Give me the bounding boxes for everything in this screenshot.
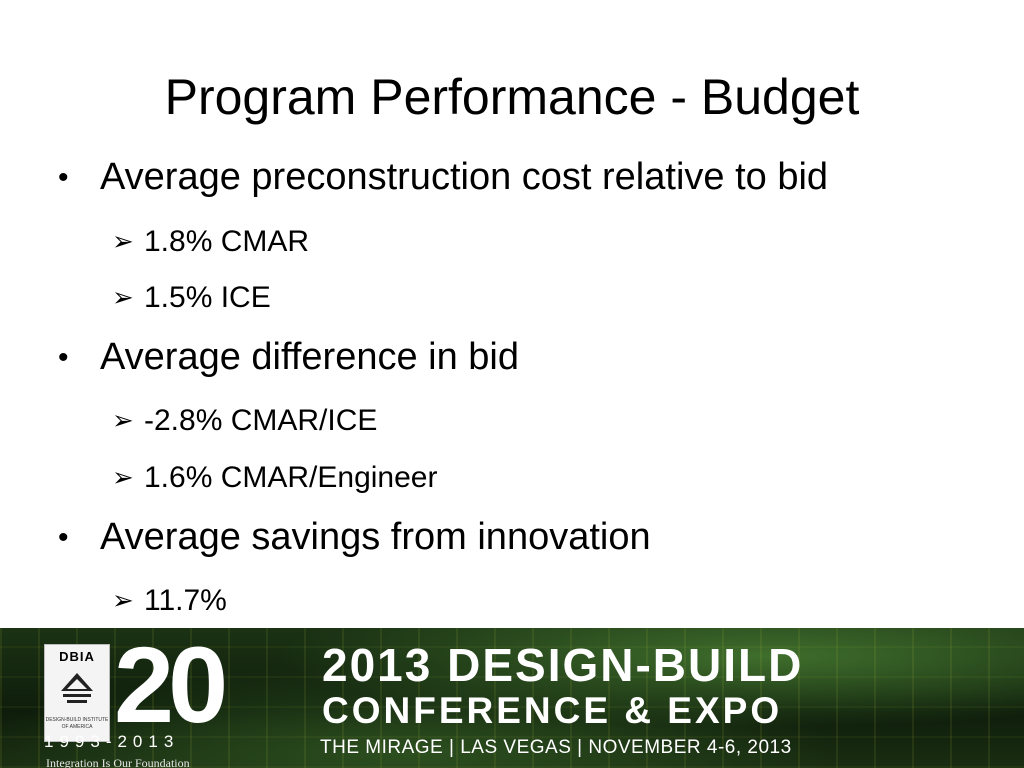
dbia-logo: DBIA DESIGN-BUILD INSTITUTE OF AMERICA [44, 644, 110, 742]
arrow-bullet-icon: ➢ [112, 462, 134, 492]
sub-bullet-text: 11.7% [144, 584, 227, 617]
bullet-icon: • [58, 161, 69, 194]
sub-bullet-text: 1.5% ICE [144, 281, 271, 314]
bullet-icon: • [58, 341, 69, 374]
conference-banner: DBIA DESIGN-BUILD INSTITUTE OF AMERICA 2… [0, 628, 1024, 768]
arrow-bullet-icon: ➢ [112, 405, 134, 435]
anniversary-logo: DBIA DESIGN-BUILD INSTITUTE OF AMERICA 2… [44, 630, 280, 768]
banner-subheadline: CONFERENCE & EXPO [322, 690, 783, 731]
bullet-text: Average savings from innovation [100, 516, 651, 558]
arrow-bullet-icon: ➢ [112, 282, 134, 312]
anniversary-years: 1993-2013 [44, 732, 180, 751]
sub-bullet-item: ➢ -2.8% CMAR/ICE [112, 401, 377, 440]
sub-bullet-item: ➢ 1.6% CMAR/Engineer [112, 458, 437, 497]
bullet-item: • Average difference in bid [58, 334, 519, 381]
sub-bullet-item: ➢ 11.7% [112, 581, 227, 620]
sub-bullet-item: ➢ 1.8% CMAR [112, 222, 309, 261]
sub-bullet-text: 1.6% CMAR/Engineer [144, 461, 438, 494]
banner-venue-date: THE MIRAGE | LAS VEGAS | NOVEMBER 4-6, 2… [320, 737, 792, 758]
circuit-background [0, 628, 1024, 768]
arrow-bullet-icon: ➢ [112, 585, 134, 615]
banner-headline: 2013 DESIGN-BUILD [322, 639, 804, 691]
pyramid-icon [61, 673, 93, 703]
bullet-icon: • [58, 521, 69, 554]
banner-tagline: Integration Is Our Foundation [46, 756, 190, 768]
sub-bullet-item: ➢ 1.5% ICE [112, 278, 271, 317]
dbia-logo-subtext: DESIGN-BUILD INSTITUTE OF AMERICA [45, 717, 109, 730]
arrow-bullet-icon: ➢ [112, 226, 134, 256]
bullet-text: Average difference in bid [100, 336, 520, 378]
sub-bullet-text: 1.8% CMAR [144, 225, 310, 258]
bullet-item: • Average preconstruction cost relative t… [58, 154, 828, 201]
anniversary-number: 20 [114, 628, 228, 745]
slide-title: Program Performance - Budget [164, 69, 860, 125]
bullet-item: • Average savings from innovation [58, 514, 651, 561]
dbia-logo-text: DBIA [59, 649, 95, 664]
bullet-text: Average preconstruction cost relative to… [100, 156, 829, 198]
sub-bullet-text: -2.8% CMAR/ICE [144, 404, 378, 437]
